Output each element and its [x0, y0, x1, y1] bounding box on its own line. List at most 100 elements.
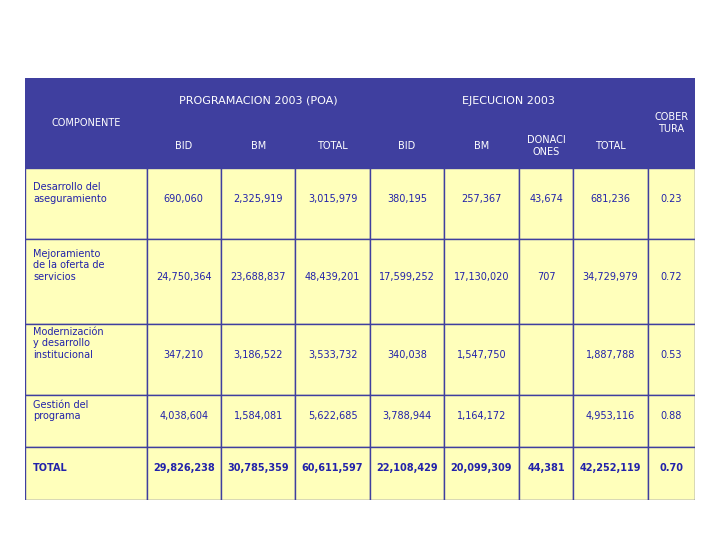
Bar	[444, 123, 518, 168]
Text: 1,164,172: 1,164,172	[456, 411, 506, 421]
Text: 0.70: 0.70	[660, 463, 683, 474]
Bar	[370, 325, 444, 395]
Text: BM: BM	[251, 141, 266, 151]
Bar	[648, 168, 695, 239]
Bar	[295, 395, 370, 448]
Bar	[295, 168, 370, 239]
Bar	[295, 239, 370, 325]
Bar	[147, 78, 370, 123]
Text: EJECUCION 2003: EJECUCION 2003	[462, 96, 555, 106]
Text: Desarrollo del
aseguramiento: Desarrollo del aseguramiento	[33, 182, 107, 204]
Bar	[518, 395, 573, 448]
Text: 3,015,979: 3,015,979	[308, 194, 357, 204]
Text: TOTAL: TOTAL	[595, 141, 626, 151]
Text: 48,439,201: 48,439,201	[305, 272, 360, 282]
Text: 681,236: 681,236	[590, 194, 631, 204]
Text: 0.23: 0.23	[660, 194, 682, 204]
Text: PROGRAMACION 2003 (POA): PROGRAMACION 2003 (POA)	[179, 96, 338, 106]
Text: 42,252,119: 42,252,119	[580, 463, 642, 474]
Bar	[221, 239, 295, 325]
Text: 30,785,359: 30,785,359	[228, 463, 289, 474]
Bar	[648, 395, 695, 448]
Bar	[25, 168, 147, 239]
Bar	[295, 448, 370, 500]
Text: 17,130,020: 17,130,020	[454, 272, 509, 282]
Bar	[370, 123, 444, 168]
Text: 5,622,685: 5,622,685	[307, 411, 357, 421]
Bar	[370, 448, 444, 500]
Text: 3,186,522: 3,186,522	[233, 350, 283, 360]
Bar	[444, 239, 518, 325]
Bar	[370, 395, 444, 448]
Bar	[147, 123, 221, 168]
Text: 0.72: 0.72	[660, 272, 682, 282]
Text: 340,038: 340,038	[387, 350, 427, 360]
Bar	[518, 239, 573, 325]
Text: 2,325,919: 2,325,919	[233, 194, 283, 204]
Bar	[221, 168, 295, 239]
Bar	[25, 78, 147, 168]
Text: 1,547,750: 1,547,750	[456, 350, 506, 360]
Bar	[648, 325, 695, 395]
Bar	[370, 239, 444, 325]
Text: COBER
TURA: COBER TURA	[654, 112, 688, 134]
Text: 20,099,309: 20,099,309	[451, 463, 512, 474]
Bar	[444, 448, 518, 500]
Text: 3,533,732: 3,533,732	[308, 350, 357, 360]
Bar	[221, 325, 295, 395]
Bar	[25, 448, 147, 500]
Text: Monitoreo de Metas Financieras 2003: Monitoreo de Metas Financieras 2003	[9, 11, 390, 29]
Text: 17,599,252: 17,599,252	[379, 272, 435, 282]
Bar	[573, 325, 648, 395]
Bar	[370, 78, 648, 123]
Text: 4,953,116: 4,953,116	[586, 411, 635, 421]
Bar	[25, 395, 147, 448]
Bar	[573, 239, 648, 325]
Text: COMPONENTE: COMPONENTE	[51, 118, 120, 129]
Text: 23,688,837: 23,688,837	[230, 272, 286, 282]
Bar	[370, 168, 444, 239]
Bar	[147, 448, 221, 500]
Text: Gestión del
programa: Gestión del programa	[33, 400, 89, 421]
Bar	[648, 448, 695, 500]
Bar	[444, 395, 518, 448]
Text: 29,826,238: 29,826,238	[153, 463, 215, 474]
Text: 0.53: 0.53	[660, 350, 682, 360]
Bar	[573, 448, 648, 500]
Bar	[648, 239, 695, 325]
Bar	[147, 395, 221, 448]
Text: 1,887,788: 1,887,788	[586, 350, 635, 360]
Text: 22,108,429: 22,108,429	[376, 463, 438, 474]
Bar	[648, 78, 695, 168]
Bar	[444, 325, 518, 395]
Text: TOTAL: TOTAL	[33, 463, 68, 474]
Text: 0.88: 0.88	[661, 411, 682, 421]
Bar	[147, 168, 221, 239]
Text: 44,381: 44,381	[527, 463, 564, 474]
Bar	[25, 325, 147, 395]
Text: 707: 707	[536, 272, 555, 282]
Text: DONACI
ONES: DONACI ONES	[526, 135, 565, 157]
Text: Modernización
y desarrollo
institucional: Modernización y desarrollo institucional	[33, 327, 104, 360]
Bar	[221, 395, 295, 448]
Text: 60,611,597: 60,611,597	[302, 463, 364, 474]
Text: Mejoramiento
de la oferta de
servicios: Mejoramiento de la oferta de servicios	[33, 248, 104, 282]
Text: BM: BM	[474, 141, 489, 151]
Bar	[147, 239, 221, 325]
Text: 43,674: 43,674	[529, 194, 563, 204]
Bar	[518, 325, 573, 395]
Bar	[518, 448, 573, 500]
Bar	[295, 123, 370, 168]
Text: BID: BID	[398, 141, 415, 151]
Text: 1,584,081: 1,584,081	[233, 411, 283, 421]
Bar	[444, 168, 518, 239]
Bar	[573, 168, 648, 239]
Text: 4,038,604: 4,038,604	[159, 411, 208, 421]
Bar	[25, 239, 147, 325]
Bar	[147, 325, 221, 395]
Text: 24,750,364: 24,750,364	[156, 272, 212, 282]
Text: 380,195: 380,195	[387, 194, 427, 204]
Bar	[221, 123, 295, 168]
Bar	[573, 395, 648, 448]
Text: TOTAL: TOTAL	[318, 141, 348, 151]
